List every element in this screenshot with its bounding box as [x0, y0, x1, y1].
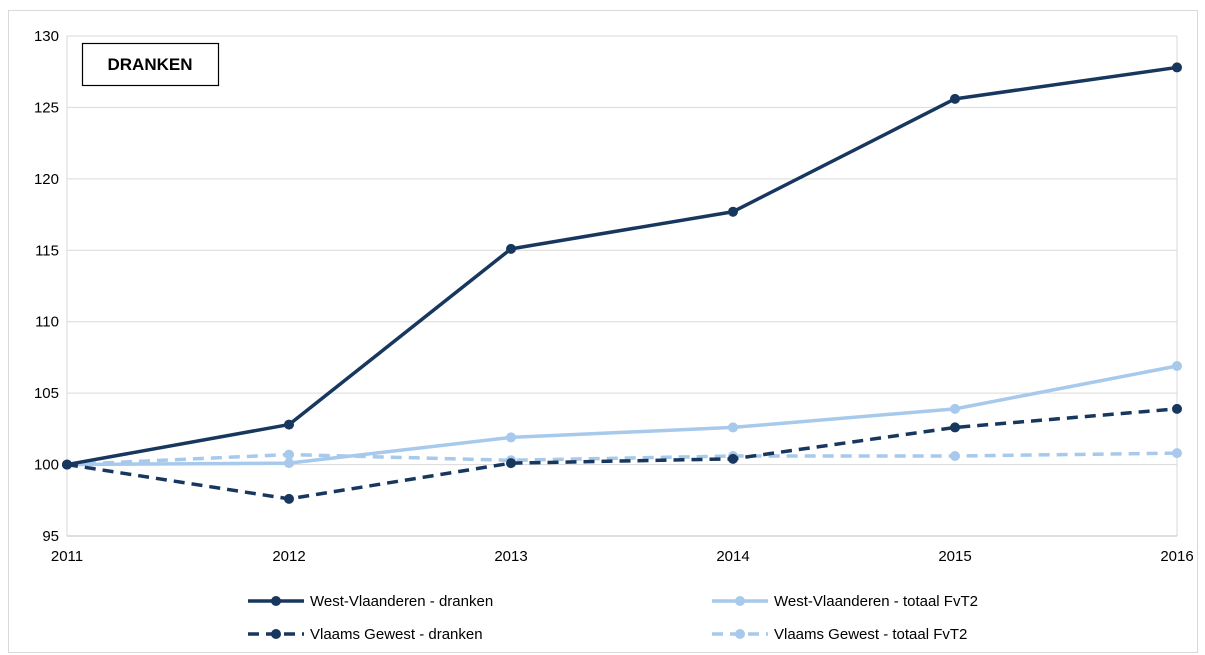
data-point	[1172, 62, 1182, 73]
data-point	[1172, 448, 1182, 459]
y-tick-label: 110	[35, 314, 59, 331]
data-point	[1172, 361, 1182, 371]
legend-item-vlaams-gewest-totaal-fvt2: Vlaams Gewest - totaal FvT2	[712, 626, 967, 643]
series-vlaams-gewest-dranken	[62, 403, 1182, 504]
series-lines	[62, 62, 1182, 504]
y-tick-label: 120	[34, 171, 59, 188]
y-tick-label: 130	[34, 28, 59, 45]
y-tick-label: 125	[34, 99, 59, 116]
data-point	[728, 206, 738, 217]
x-tick-label: 2014	[716, 548, 749, 565]
legend: West-Vlaanderen - dranken West-Vlaanderen…	[248, 593, 978, 643]
data-point	[506, 458, 516, 469]
data-point	[1172, 403, 1182, 414]
data-point	[950, 422, 960, 433]
series-line	[66, 407, 1178, 501]
axes: 95 100 105 110 115 120 125 130 2011 2012 2013 2014 2…	[34, 28, 1194, 565]
data-point	[506, 432, 516, 443]
series-line	[66, 65, 1178, 467]
legend-item-west-vlaanderen-totaal-fvt2: West-Vlaanderen - totaal FvT2	[712, 593, 978, 610]
x-tick-label: 2016	[1160, 548, 1193, 565]
x-tick-label: 2015	[938, 548, 971, 565]
legend-swatch-marker	[735, 596, 745, 606]
chart-border	[8, 10, 1198, 653]
x-tick-label: 2012	[272, 548, 305, 565]
legend-label: West-Vlaanderen - totaal FvT2	[774, 593, 978, 610]
data-point	[284, 449, 294, 460]
data-point	[284, 458, 294, 469]
chart-title: DRANKEN	[108, 55, 193, 74]
data-point	[950, 403, 960, 414]
y-tick-label: 95	[42, 528, 59, 545]
y-tick-label: 105	[34, 385, 59, 402]
legend-swatch-marker	[271, 629, 281, 639]
data-point	[506, 243, 516, 254]
legend-label: West-Vlaanderen - dranken	[310, 593, 493, 610]
title-frame	[81, 42, 220, 87]
x-tick-label: 2013	[494, 548, 527, 565]
legend-swatch-marker	[735, 629, 745, 639]
x-tick-label: 2011	[51, 548, 83, 565]
chart-title-box: DRANKEN	[81, 42, 220, 87]
y-tick-label: 100	[34, 457, 59, 474]
series-west-vlaanderen-dranken	[62, 62, 1182, 470]
legend-swatch-marker	[271, 596, 281, 606]
legend-label: Vlaams Gewest - totaal FvT2	[774, 626, 967, 643]
data-point	[284, 493, 294, 504]
data-point	[950, 451, 960, 461]
y-tick-label: 115	[35, 242, 59, 259]
data-point	[284, 419, 294, 430]
legend-item-west-vlaanderen-dranken: West-Vlaanderen - dranken	[248, 593, 493, 610]
legend-item-vlaams-gewest-dranken: Vlaams Gewest - dranken	[248, 626, 483, 643]
series-line	[66, 364, 1178, 467]
legend-label: Vlaams Gewest - dranken	[310, 626, 483, 643]
data-point	[728, 422, 738, 433]
data-point	[950, 93, 960, 104]
data-point	[62, 459, 72, 470]
series-line	[66, 451, 1178, 467]
data-point	[728, 453, 738, 464]
